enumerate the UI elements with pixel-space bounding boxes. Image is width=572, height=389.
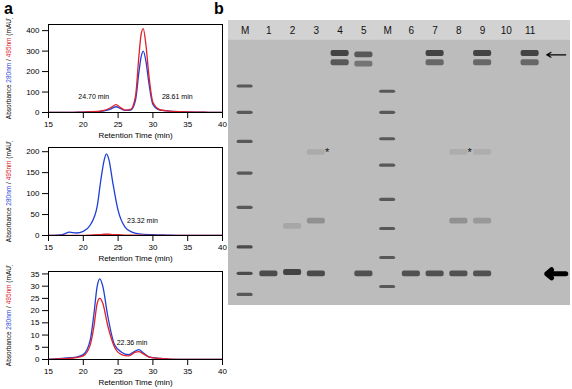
svg-text:5: 5 bbox=[35, 343, 40, 352]
svg-text:100: 100 bbox=[26, 189, 40, 198]
svg-text:200: 200 bbox=[26, 67, 40, 76]
html-text:b: b bbox=[214, 0, 224, 17]
svg-text:10: 10 bbox=[31, 331, 40, 340]
svg-text:28.61 min: 28.61 min bbox=[162, 93, 193, 100]
svg-text:40: 40 bbox=[218, 120, 227, 129]
svg-text:20: 20 bbox=[79, 120, 88, 129]
svg-text:*: * bbox=[325, 146, 330, 158]
svg-text:*: * bbox=[467, 146, 472, 158]
svg-text:30: 30 bbox=[31, 282, 40, 291]
svg-text:20: 20 bbox=[31, 306, 40, 315]
svg-text:2: 2 bbox=[290, 25, 296, 36]
svg-text:25: 25 bbox=[114, 120, 123, 129]
svg-text:20: 20 bbox=[79, 367, 88, 376]
svg-text:100: 100 bbox=[26, 88, 40, 97]
svg-text:35: 35 bbox=[183, 367, 192, 376]
svg-text:200: 200 bbox=[26, 147, 40, 156]
svg-text:30: 30 bbox=[148, 120, 157, 129]
svg-text:11: 11 bbox=[525, 25, 536, 36]
svg-text:25: 25 bbox=[114, 367, 123, 376]
svg-text:23.32 min: 23.32 min bbox=[127, 217, 158, 224]
svg-text:Retention Time (min): Retention Time (min) bbox=[98, 131, 173, 140]
svg-text:20: 20 bbox=[79, 243, 88, 252]
svg-text:22.36 min: 22.36 min bbox=[117, 339, 148, 346]
svg-text:15: 15 bbox=[31, 318, 40, 327]
svg-text:8: 8 bbox=[456, 25, 462, 36]
svg-text:5: 5 bbox=[361, 25, 367, 36]
svg-text:15: 15 bbox=[44, 120, 53, 129]
svg-text:15: 15 bbox=[44, 243, 53, 252]
svg-text:9: 9 bbox=[480, 25, 486, 36]
svg-text:35: 35 bbox=[183, 120, 192, 129]
svg-text:Absorbance 280nm / 495nm (mAU): Absorbance 280nm / 495nm (mAU) bbox=[5, 18, 13, 119]
svg-text:0: 0 bbox=[35, 108, 40, 117]
svg-text:Retention Time (min): Retention Time (min) bbox=[98, 378, 173, 387]
svg-text:25: 25 bbox=[114, 243, 123, 252]
svg-text:30: 30 bbox=[148, 367, 157, 376]
svg-text:35: 35 bbox=[183, 243, 192, 252]
svg-text:50: 50 bbox=[31, 210, 40, 219]
svg-text:400: 400 bbox=[26, 26, 40, 35]
svg-text:4: 4 bbox=[337, 25, 343, 36]
svg-text:3: 3 bbox=[314, 25, 320, 36]
svg-text:10: 10 bbox=[501, 25, 513, 36]
svg-text:40: 40 bbox=[218, 367, 227, 376]
html-text:a: a bbox=[4, 0, 13, 17]
svg-text:Absorbance 280nm / 495nm (mAU): Absorbance 280nm / 495nm (mAU) bbox=[5, 265, 13, 366]
svg-text:M: M bbox=[383, 25, 391, 36]
svg-text:Retention Time (min): Retention Time (min) bbox=[98, 254, 173, 263]
svg-text:40: 40 bbox=[218, 243, 227, 252]
svg-text:6: 6 bbox=[409, 25, 415, 36]
svg-text:24.70 min: 24.70 min bbox=[78, 93, 109, 100]
svg-text:Absorbance 280nm / 495nm (mAU): Absorbance 280nm / 495nm (mAU) bbox=[5, 141, 13, 242]
svg-text:25: 25 bbox=[31, 294, 40, 303]
svg-text:30: 30 bbox=[148, 243, 157, 252]
svg-text:7: 7 bbox=[432, 25, 438, 36]
svg-text:0: 0 bbox=[35, 355, 40, 364]
svg-text:35: 35 bbox=[31, 270, 40, 279]
svg-text:150: 150 bbox=[26, 168, 40, 177]
svg-text:M: M bbox=[241, 25, 249, 36]
svg-text:0: 0 bbox=[35, 231, 40, 240]
svg-text:15: 15 bbox=[44, 367, 53, 376]
svg-text:300: 300 bbox=[26, 47, 40, 56]
svg-text:1: 1 bbox=[266, 25, 272, 36]
